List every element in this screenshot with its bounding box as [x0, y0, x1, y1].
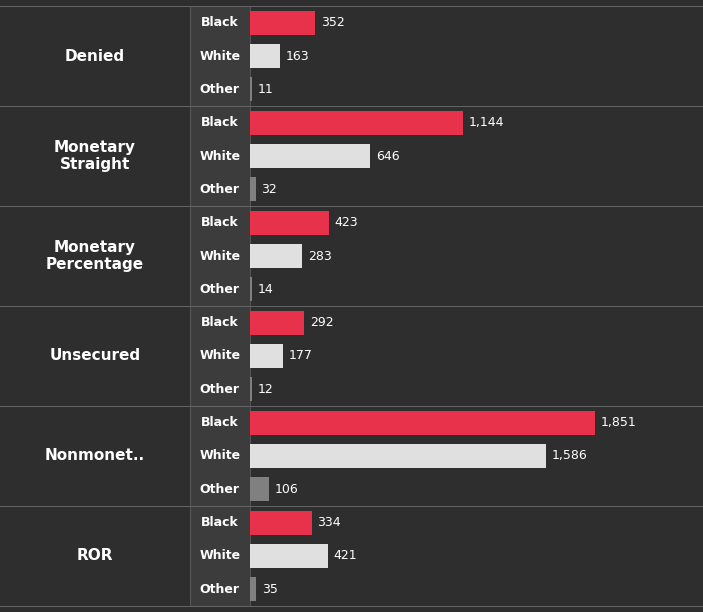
FancyBboxPatch shape [190, 472, 250, 506]
Text: White: White [199, 50, 240, 62]
Text: Monetary
Percentage: Monetary Percentage [46, 240, 144, 272]
FancyBboxPatch shape [250, 244, 302, 268]
Text: White: White [199, 449, 240, 463]
Text: Denied: Denied [65, 48, 125, 64]
FancyBboxPatch shape [250, 78, 252, 102]
Text: Black: Black [201, 316, 238, 329]
Text: 334: 334 [318, 516, 341, 529]
FancyBboxPatch shape [250, 444, 546, 468]
FancyBboxPatch shape [190, 339, 250, 373]
FancyBboxPatch shape [250, 177, 255, 201]
FancyBboxPatch shape [190, 206, 250, 239]
Text: Other: Other [200, 83, 240, 96]
Text: 14: 14 [258, 283, 273, 296]
FancyBboxPatch shape [190, 106, 250, 140]
Text: Black: Black [201, 216, 238, 230]
Text: 163: 163 [285, 50, 309, 62]
FancyBboxPatch shape [250, 311, 304, 335]
Text: 1,144: 1,144 [469, 116, 504, 129]
Text: Nonmonet..: Nonmonet.. [45, 449, 145, 463]
FancyBboxPatch shape [190, 273, 250, 306]
FancyBboxPatch shape [190, 239, 250, 273]
FancyBboxPatch shape [250, 544, 328, 568]
Text: 32: 32 [261, 183, 277, 196]
FancyBboxPatch shape [250, 144, 370, 168]
Text: 1,851: 1,851 [600, 416, 636, 429]
Text: White: White [199, 149, 240, 163]
Text: 352: 352 [321, 17, 344, 29]
Text: Other: Other [200, 183, 240, 196]
Text: 12: 12 [257, 382, 273, 396]
FancyBboxPatch shape [250, 378, 252, 401]
Text: Black: Black [201, 17, 238, 29]
FancyBboxPatch shape [190, 173, 250, 206]
Text: Other: Other [200, 583, 240, 595]
Text: White: White [199, 349, 240, 362]
Text: 35: 35 [262, 583, 278, 595]
FancyBboxPatch shape [250, 277, 252, 301]
FancyBboxPatch shape [190, 506, 250, 539]
FancyBboxPatch shape [250, 577, 256, 601]
Text: 177: 177 [288, 349, 312, 362]
FancyBboxPatch shape [250, 344, 283, 368]
Text: ROR: ROR [77, 548, 113, 564]
Text: Other: Other [200, 382, 240, 396]
Text: 283: 283 [308, 250, 332, 263]
FancyBboxPatch shape [190, 373, 250, 406]
FancyBboxPatch shape [190, 573, 250, 606]
FancyBboxPatch shape [250, 411, 595, 435]
Text: Unsecured: Unsecured [49, 348, 141, 364]
FancyBboxPatch shape [190, 306, 250, 339]
FancyBboxPatch shape [250, 211, 328, 234]
Text: 423: 423 [334, 216, 358, 230]
FancyBboxPatch shape [190, 6, 250, 39]
Text: Black: Black [201, 516, 238, 529]
FancyBboxPatch shape [250, 111, 463, 135]
FancyBboxPatch shape [190, 439, 250, 472]
FancyBboxPatch shape [250, 477, 269, 501]
Text: 292: 292 [310, 316, 333, 329]
FancyBboxPatch shape [190, 140, 250, 173]
Text: Monetary
Straight: Monetary Straight [54, 140, 136, 172]
Text: White: White [199, 250, 240, 263]
Text: 1,586: 1,586 [551, 449, 587, 463]
Text: 11: 11 [257, 83, 273, 96]
Text: 421: 421 [334, 550, 357, 562]
Text: 646: 646 [375, 149, 399, 163]
FancyBboxPatch shape [190, 73, 250, 106]
Text: 106: 106 [275, 483, 299, 496]
FancyBboxPatch shape [190, 406, 250, 439]
FancyBboxPatch shape [250, 44, 280, 68]
FancyBboxPatch shape [190, 539, 250, 573]
Text: Black: Black [201, 416, 238, 429]
Text: Black: Black [201, 116, 238, 129]
Text: Other: Other [200, 483, 240, 496]
Text: White: White [199, 550, 240, 562]
FancyBboxPatch shape [190, 39, 250, 73]
Text: Other: Other [200, 283, 240, 296]
FancyBboxPatch shape [250, 11, 315, 35]
FancyBboxPatch shape [250, 510, 312, 534]
